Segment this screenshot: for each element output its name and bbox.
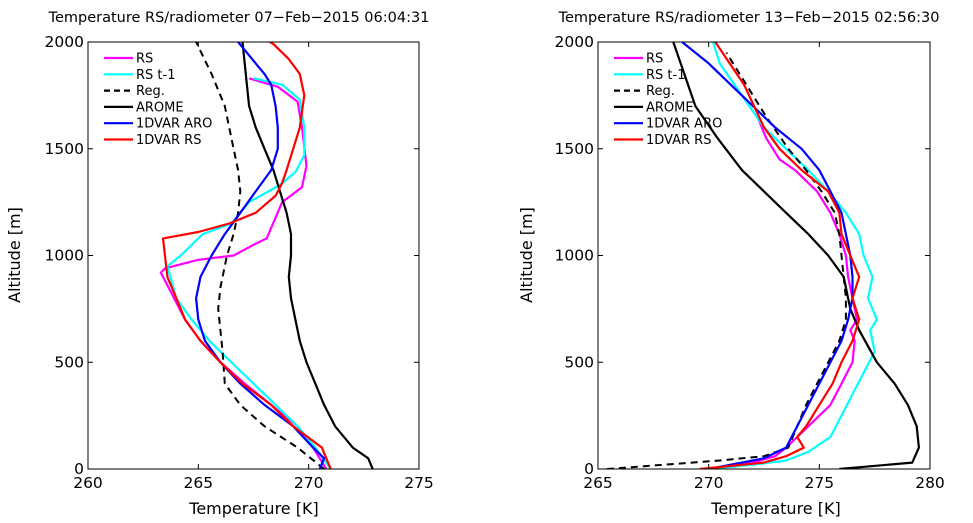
legend-label: AROME — [646, 100, 694, 115]
x-tick-label: 275 — [404, 474, 434, 492]
x-tick-label: 270 — [294, 474, 324, 492]
x-tick-label: 265 — [184, 474, 214, 492]
y-tick-label: 0 — [584, 460, 594, 478]
y-tick-label: 500 — [564, 353, 594, 371]
legend-label: RS — [646, 52, 663, 67]
y-tick-label: 1000 — [555, 247, 594, 265]
x-axis-label: Temperature [K] — [710, 499, 840, 518]
y-tick-label: 1500 — [555, 140, 594, 158]
y-tick-label: 2000 — [555, 33, 594, 51]
y-axis-label: Altitude [m] — [5, 207, 24, 303]
legend-label: AROME — [136, 100, 184, 115]
legend-label: Reg. — [136, 84, 165, 99]
y-tick-label: 500 — [54, 353, 84, 371]
y-tick-label: 2000 — [45, 33, 84, 51]
series-line-1dvar-aro — [681, 42, 854, 469]
series-line-1dvar-rs — [699, 42, 861, 469]
chart-right: Temperature RS/radiometer 13−Feb−2015 02… — [517, 10, 945, 518]
chart-title: Temperature RS/radiometer 13−Feb−2015 02… — [558, 10, 940, 26]
legend-label: RS t-1 — [646, 68, 685, 83]
x-tick-label: 265 — [583, 474, 613, 492]
series-line-rs — [708, 116, 859, 469]
legend-label: 1DVAR ARO — [646, 117, 722, 132]
legend-label: RS — [136, 52, 153, 67]
x-tick-label: 260 — [73, 474, 103, 492]
series-layer — [606, 42, 921, 469]
legend-label: RS t-1 — [136, 68, 175, 83]
legend-label: 1DVAR RS — [136, 133, 201, 148]
series-line-arome — [241, 42, 374, 469]
series-line-rs-t-1 — [708, 42, 879, 469]
series-line-reg- — [195, 42, 325, 469]
series-layer — [159, 42, 374, 469]
series-line-1dvar-aro — [195, 42, 326, 469]
x-tick-label: 280 — [915, 474, 945, 492]
y-axis-label: Altitude [m] — [517, 207, 536, 303]
x-tick-label: 275 — [805, 474, 835, 492]
legend-label: 1DVAR ARO — [136, 117, 212, 132]
y-tick-label: 1000 — [45, 247, 84, 265]
y-tick-label: 1500 — [45, 140, 84, 158]
series-line-rs-t-1 — [166, 77, 332, 469]
chart-title: Temperature RS/radiometer 07−Feb−2015 06… — [48, 10, 430, 26]
series-line-reg- — [606, 52, 847, 469]
y-tick-label: 0 — [74, 460, 84, 478]
chart-left: Temperature RS/radiometer 07−Feb−2015 06… — [5, 10, 434, 518]
legend-label: 1DVAR RS — [646, 133, 711, 148]
legend-label: Reg. — [646, 84, 675, 99]
series-line-arome — [672, 42, 921, 469]
series-line-1dvar-rs — [161, 42, 332, 469]
x-axis-label: Temperature [K] — [188, 499, 318, 518]
x-tick-label: 270 — [694, 474, 724, 492]
